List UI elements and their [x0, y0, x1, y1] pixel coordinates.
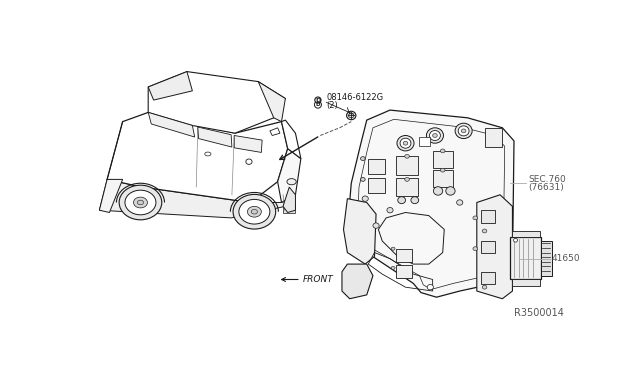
Ellipse shape — [252, 209, 257, 214]
Bar — [396, 178, 418, 196]
Text: D: D — [316, 102, 320, 107]
Ellipse shape — [458, 126, 469, 136]
Ellipse shape — [138, 200, 143, 205]
Text: (76631): (76631) — [528, 183, 564, 192]
Ellipse shape — [446, 187, 455, 195]
Bar — [396, 249, 412, 262]
Ellipse shape — [119, 185, 162, 220]
Text: R3500014: R3500014 — [514, 308, 564, 318]
Text: D: D — [316, 97, 321, 103]
Ellipse shape — [391, 266, 395, 269]
Ellipse shape — [286, 197, 292, 201]
Polygon shape — [342, 264, 373, 299]
Ellipse shape — [428, 285, 433, 290]
Ellipse shape — [514, 238, 518, 242]
Ellipse shape — [287, 179, 296, 185]
Bar — [511, 279, 540, 286]
Ellipse shape — [440, 149, 445, 153]
Ellipse shape — [397, 135, 414, 151]
Text: 41650: 41650 — [551, 254, 580, 263]
Ellipse shape — [125, 190, 156, 215]
Ellipse shape — [314, 101, 321, 108]
Ellipse shape — [457, 200, 463, 205]
Ellipse shape — [373, 223, 379, 228]
Ellipse shape — [411, 197, 419, 203]
Polygon shape — [283, 187, 296, 212]
Text: 08146-6122G: 08146-6122G — [326, 93, 383, 102]
Polygon shape — [99, 179, 296, 218]
Polygon shape — [148, 112, 195, 137]
Ellipse shape — [404, 177, 410, 181]
Ellipse shape — [482, 285, 487, 289]
Ellipse shape — [347, 111, 356, 120]
Ellipse shape — [455, 123, 472, 139]
Bar — [396, 156, 418, 175]
Polygon shape — [107, 112, 288, 202]
Bar — [484, 128, 502, 147]
Polygon shape — [270, 128, 280, 135]
Bar — [368, 178, 385, 193]
Ellipse shape — [433, 187, 443, 195]
Ellipse shape — [233, 195, 276, 229]
Bar — [481, 210, 495, 222]
Ellipse shape — [246, 159, 252, 164]
Ellipse shape — [429, 131, 440, 141]
Ellipse shape — [400, 138, 411, 148]
Polygon shape — [234, 135, 262, 153]
Ellipse shape — [362, 196, 368, 201]
Polygon shape — [259, 81, 285, 122]
Bar — [481, 241, 495, 253]
Ellipse shape — [473, 247, 477, 251]
Bar — [511, 231, 540, 237]
Bar — [433, 151, 452, 168]
Polygon shape — [283, 205, 296, 212]
Ellipse shape — [426, 128, 444, 143]
Ellipse shape — [360, 177, 365, 181]
Polygon shape — [477, 195, 513, 299]
Bar — [368, 158, 385, 174]
Ellipse shape — [239, 199, 270, 224]
Polygon shape — [344, 199, 376, 264]
Bar — [396, 265, 412, 278]
Ellipse shape — [391, 247, 395, 250]
Polygon shape — [348, 110, 514, 297]
Text: FRONT: FRONT — [303, 275, 334, 284]
Ellipse shape — [248, 206, 261, 217]
Text: SEC.760: SEC.760 — [528, 175, 566, 184]
Ellipse shape — [440, 168, 445, 172]
Polygon shape — [148, 71, 285, 133]
Polygon shape — [148, 71, 193, 100]
Ellipse shape — [461, 129, 466, 133]
Bar — [433, 170, 452, 187]
Polygon shape — [278, 148, 301, 202]
Bar — [481, 272, 495, 284]
Ellipse shape — [482, 229, 487, 233]
Ellipse shape — [433, 134, 437, 137]
Ellipse shape — [387, 208, 393, 213]
Ellipse shape — [134, 197, 147, 208]
Bar — [541, 241, 552, 276]
Ellipse shape — [205, 152, 211, 156]
Bar — [419, 137, 429, 146]
Ellipse shape — [404, 154, 410, 158]
Bar — [510, 237, 541, 279]
Polygon shape — [282, 120, 301, 158]
Polygon shape — [99, 179, 123, 212]
Ellipse shape — [315, 97, 321, 103]
Text: (2): (2) — [326, 101, 338, 110]
Ellipse shape — [397, 197, 406, 203]
Ellipse shape — [403, 141, 408, 145]
Ellipse shape — [399, 273, 404, 278]
Ellipse shape — [360, 157, 365, 161]
Polygon shape — [198, 127, 232, 147]
Ellipse shape — [473, 216, 477, 220]
